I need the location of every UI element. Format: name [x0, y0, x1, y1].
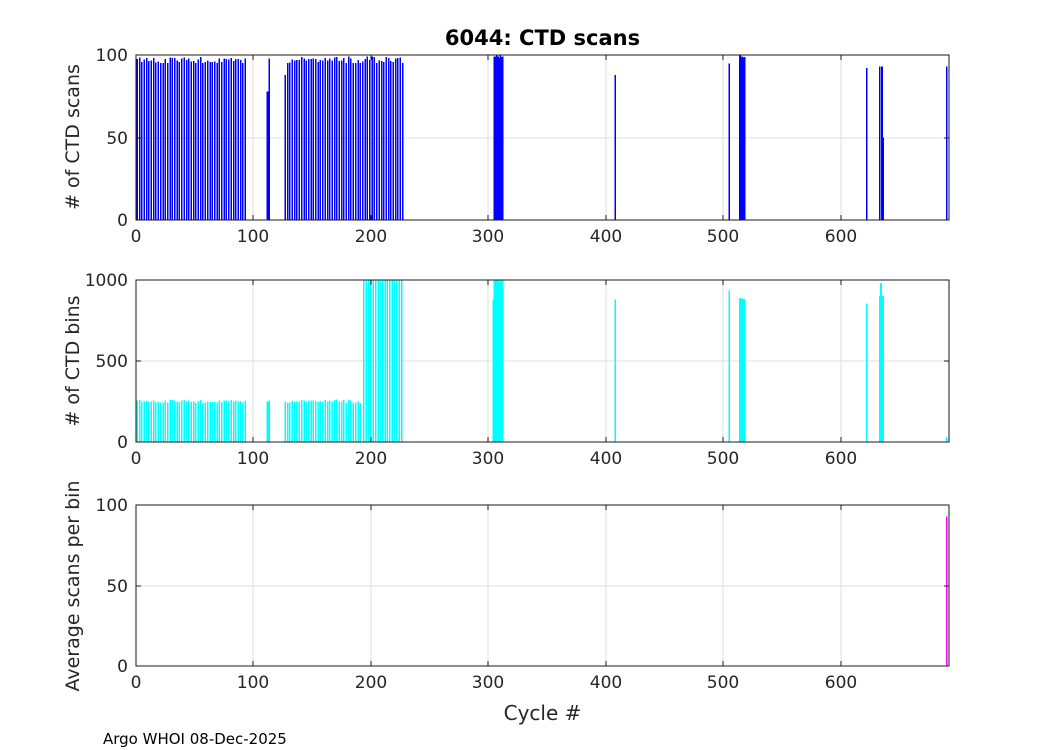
svg-text:200: 200	[355, 449, 387, 469]
svg-text:200: 200	[355, 673, 387, 693]
svg-text:300: 300	[472, 673, 504, 693]
svg-text:50: 50	[106, 129, 128, 149]
svg-text:300: 300	[472, 449, 504, 469]
svg-text:100: 100	[237, 449, 269, 469]
svg-text:100: 100	[237, 227, 269, 247]
x-tick-labels: 0 100 200 300 400 500 600	[131, 227, 858, 247]
svg-text:300: 300	[472, 227, 504, 247]
svg-text:500: 500	[96, 352, 128, 372]
svg-text:100: 100	[96, 46, 128, 66]
svg-text:200: 200	[355, 227, 387, 247]
bars-average-scans-per-bin	[945, 516, 948, 666]
svg-text:400: 400	[590, 673, 622, 693]
svg-text:500: 500	[707, 449, 739, 469]
svg-text:600: 600	[825, 449, 857, 469]
svg-text:100: 100	[237, 673, 269, 693]
y-tick-labels: 0 50 100	[96, 496, 128, 677]
gridlines	[136, 505, 949, 666]
x-tick-labels: 0 100 200 300 400 500 600	[131, 449, 858, 469]
svg-text:500: 500	[707, 673, 739, 693]
axes-frame	[135, 279, 950, 443]
gridlines	[136, 55, 949, 220]
x-tick-labels: 0 100 200 300 400 500 600	[131, 673, 858, 693]
bars-ctd-bins	[136, 280, 948, 442]
svg-text:0: 0	[131, 449, 142, 469]
axes-frame	[135, 504, 950, 667]
svg-text:0: 0	[131, 673, 142, 693]
svg-text:0: 0	[117, 433, 128, 453]
bars-ctd-scans	[136, 55, 948, 221]
chart-title: 6044: CTD scans	[444, 26, 641, 50]
svg-text:400: 400	[590, 449, 622, 469]
subplot-ctd-bins: 0 100 200 300 400 500 600 0 500 1000	[85, 271, 950, 469]
svg-text:0: 0	[117, 211, 128, 231]
svg-text:0: 0	[131, 227, 142, 247]
gridlines	[136, 280, 949, 442]
x-axis-label: Cycle #	[503, 701, 582, 725]
subplot-average-scans: 0 100 200 300 400 500 600 0 50 100	[96, 496, 950, 693]
y-tick-labels: 0 500 1000	[85, 271, 128, 453]
footer-note: Argo WHOI 08-Dec-2025	[103, 730, 287, 748]
subplot-ctd-scans: 0 100 200 300 400 500 600 0 50 100	[96, 46, 950, 247]
svg-text:50: 50	[106, 577, 128, 597]
axes-frame	[135, 54, 950, 221]
svg-text:500: 500	[707, 227, 739, 247]
svg-text:0: 0	[117, 657, 128, 677]
y-tick-labels: 0 50 100	[96, 46, 128, 231]
svg-text:100: 100	[96, 496, 128, 516]
svg-text:400: 400	[590, 227, 622, 247]
svg-text:600: 600	[825, 673, 857, 693]
svg-text:1000: 1000	[85, 271, 128, 291]
svg-text:600: 600	[825, 227, 857, 247]
